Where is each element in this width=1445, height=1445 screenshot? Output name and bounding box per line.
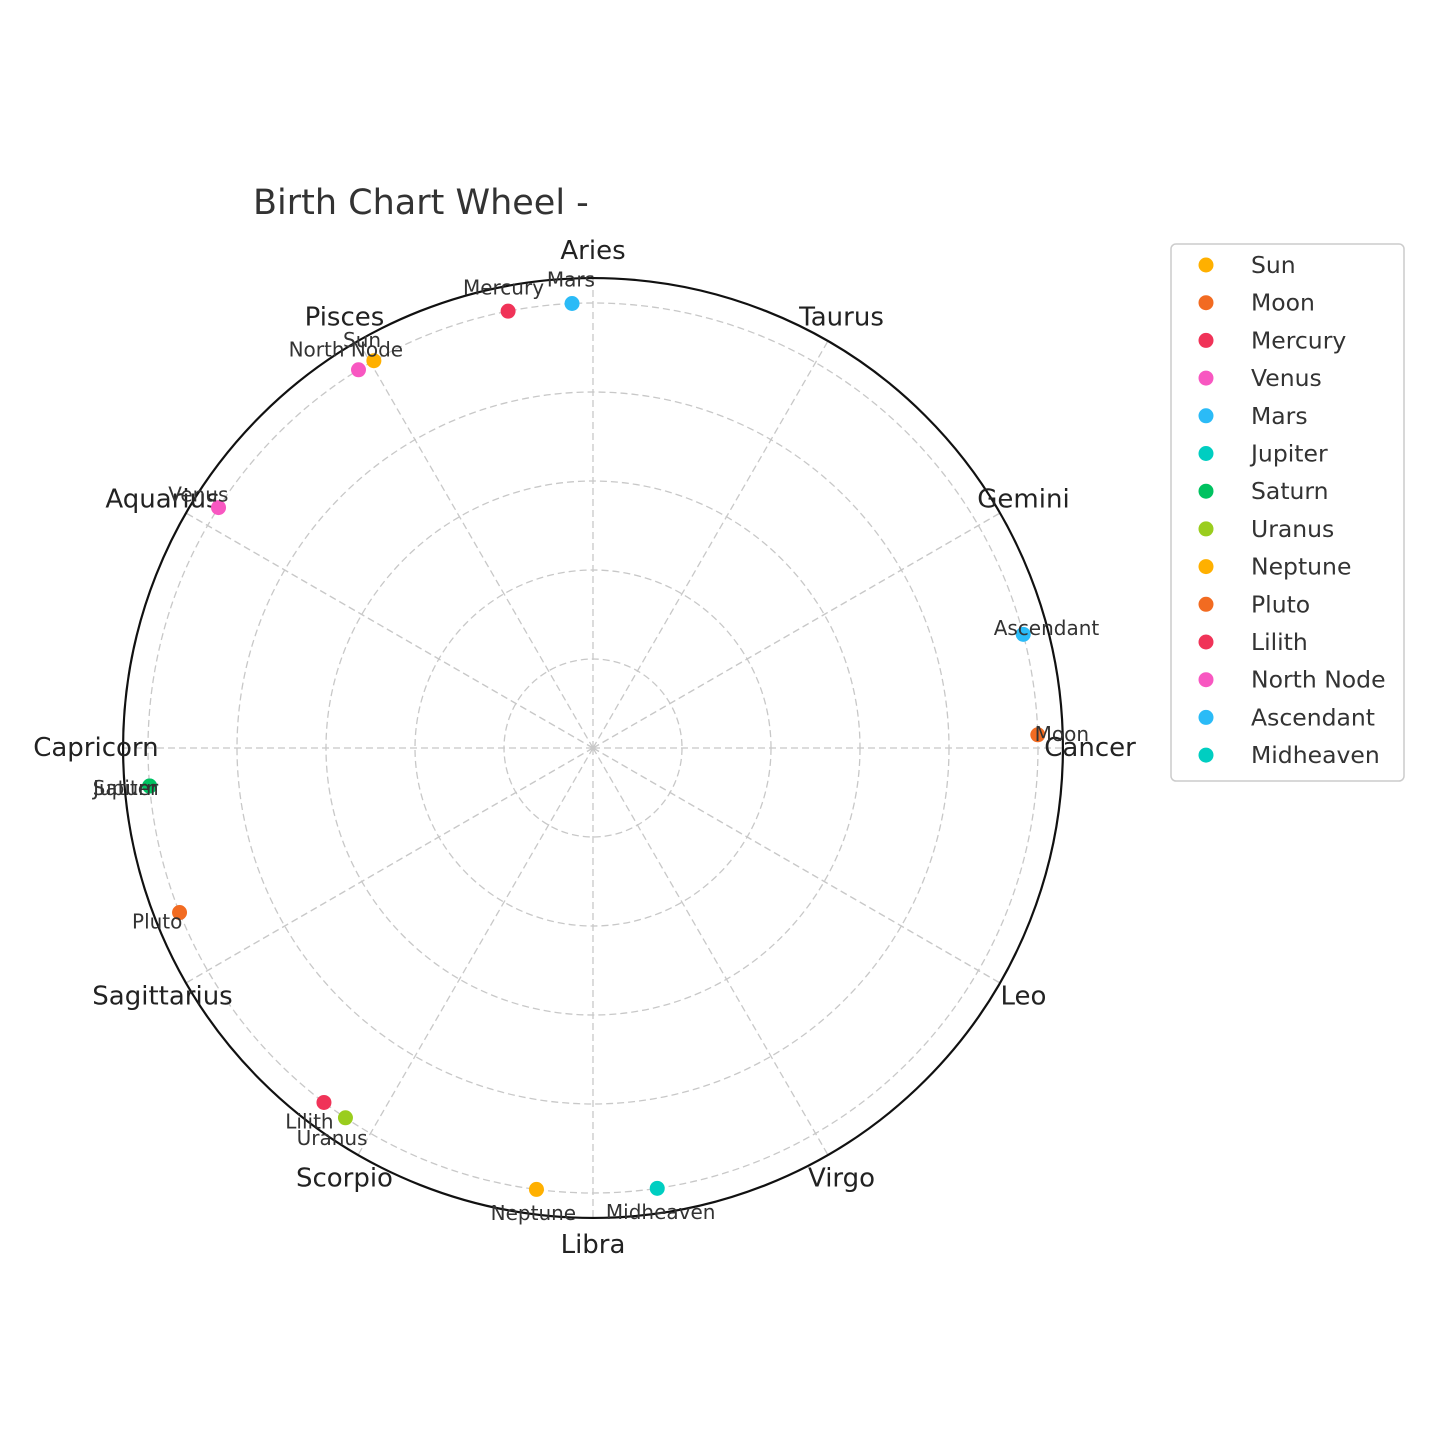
sign-label-virgo: Virgo <box>808 1163 875 1193</box>
sign-label-pisces: Pisces <box>305 303 385 333</box>
sign-label-leo: Leo <box>1001 982 1047 1012</box>
legend-entry-uranus: Uranus <box>1198 515 1334 543</box>
planet-marker-uranus <box>337 1110 353 1126</box>
legend-label: Lilith <box>1251 628 1308 656</box>
outer-ring-circle <box>121 276 1065 1220</box>
planet-label-jupiter: Jupiter <box>91 776 159 800</box>
planet-label-pluto: Pluto <box>132 909 182 933</box>
legend-marker-icon <box>1198 370 1214 386</box>
legend-entry-mars: Mars <box>1198 402 1308 430</box>
legend-entry-saturn: Saturn <box>1198 477 1329 505</box>
legend-marker-icon <box>1198 747 1214 763</box>
sign-label-scorpio: Scorpio <box>296 1163 393 1193</box>
grid-spoke <box>357 340 594 749</box>
legend-entry-north-node: North Node <box>1198 666 1386 694</box>
legend-label: North Node <box>1251 666 1386 694</box>
planet-label-neptune: Neptune <box>491 1201 576 1225</box>
polar-grid <box>123 278 1063 1218</box>
legend-label: Jupiter <box>1249 440 1328 468</box>
legend-entry-neptune: Neptune <box>1198 553 1351 581</box>
sign-label-capricorn: Capricorn <box>33 733 158 763</box>
grid-spoke <box>592 340 829 749</box>
legend-label: Saturn <box>1251 477 1329 505</box>
planet-label-midheaven: Midheaven <box>606 1200 716 1224</box>
legend-entry-moon: Moon <box>1198 289 1315 317</box>
grid-spoke <box>592 747 1001 984</box>
planet-marker-pluto <box>172 905 188 921</box>
legend-frame <box>1170 243 1405 782</box>
sign-label-sagittarius: Sagittarius <box>92 982 232 1012</box>
planet-label-north-node: North Node <box>289 337 404 361</box>
planet-marker-ascendant <box>1015 626 1031 642</box>
sign-label-cancer: Cancer <box>1044 733 1136 763</box>
legend-label: Neptune <box>1251 553 1351 581</box>
legend-entry-venus: Venus <box>1198 364 1322 392</box>
legend-label: Mercury <box>1251 326 1346 354</box>
legend-marker-icon <box>1198 257 1214 273</box>
planet-label-uranus: Uranus <box>297 1126 368 1150</box>
planet-label-moon: Moon <box>1035 722 1089 746</box>
grid-spoke <box>357 747 594 1156</box>
sign-label-taurus: Taurus <box>798 303 884 333</box>
planet-label-ascendant: Ascendant <box>994 616 1100 640</box>
sign-label-aries: Aries <box>560 236 625 266</box>
legend-label: Pluto <box>1251 590 1310 618</box>
grid-spoke <box>592 747 829 1156</box>
planet-marker-sun <box>366 353 382 369</box>
planet-label-sun: Sun <box>343 328 381 352</box>
legend-marker-icon <box>1198 446 1214 461</box>
legend-entry-jupiter: Jupiter <box>1198 440 1328 468</box>
legend-marker-icon <box>1198 709 1214 725</box>
legend-entry-pluto: Pluto <box>1198 590 1310 618</box>
legend-entry-ascendant: Ascendant <box>1198 703 1375 731</box>
planet-marker-lilith <box>316 1094 332 1110</box>
legend-marker-icon <box>1198 672 1214 688</box>
grid-spoke <box>185 512 594 749</box>
sign-label-aquarius: Aquarius <box>105 484 219 514</box>
legend-marker-icon <box>1198 295 1214 311</box>
legend-marker-icon <box>1198 559 1214 575</box>
legend-marker-icon <box>1198 521 1214 537</box>
planet-marker-mercury <box>500 303 516 319</box>
planet-label-lilith: Lilith <box>285 1110 333 1134</box>
legend: Sun Moon Mercury Venus Mars Jupiter Saturn Uran… <box>1170 243 1405 782</box>
planet-marker-north-node <box>351 362 367 378</box>
chart-title: Birth Chart Wheel - <box>253 183 589 223</box>
planet-label-saturn: Saturn <box>93 776 159 800</box>
outer-ring <box>121 276 1065 1220</box>
legend-entry-mercury: Mercury <box>1198 326 1346 354</box>
legend-entry-sun: Sun <box>1198 251 1296 279</box>
planet-marker-mars <box>564 295 580 311</box>
planet-marker-venus <box>211 500 227 516</box>
legend-label: Venus <box>1251 364 1322 392</box>
planet-label-venus: Venus <box>168 483 228 507</box>
legend-label: Mars <box>1251 402 1308 430</box>
legend-marker-icon <box>1198 332 1214 348</box>
sign-label-libra: Libra <box>561 1230 626 1260</box>
planet-label-mars: Mars <box>547 267 595 291</box>
legend-entry-midheaven: Midheaven <box>1198 741 1380 769</box>
planet-marker-midheaven <box>649 1180 665 1196</box>
planet-points <box>142 295 1046 1197</box>
legend-marker-icon <box>1198 596 1214 612</box>
legend-entry-lilith: Lilith <box>1198 628 1308 656</box>
legend-label: Sun <box>1251 251 1296 279</box>
planet-marker-moon <box>1030 727 1046 743</box>
legend-label: Ascendant <box>1251 703 1375 731</box>
planet-marker-neptune <box>528 1181 544 1197</box>
legend-marker-icon <box>1198 634 1214 650</box>
zodiac-sign-labels: Aries Taurus Gemini Cancer Leo Virgo Libra Scor… <box>33 236 1136 1260</box>
planet-marker-saturn <box>142 778 158 794</box>
legend-label: Uranus <box>1251 515 1334 543</box>
legend-label: Midheaven <box>1251 741 1380 769</box>
grid-spoke <box>185 747 594 984</box>
sign-label-gemini: Gemini <box>977 484 1069 514</box>
grid-spoke <box>592 512 1001 749</box>
legend-marker-icon <box>1198 408 1214 424</box>
legend-marker-icon <box>1198 483 1214 499</box>
planet-label-mercury: Mercury <box>463 276 544 300</box>
legend-label: Moon <box>1251 289 1315 317</box>
